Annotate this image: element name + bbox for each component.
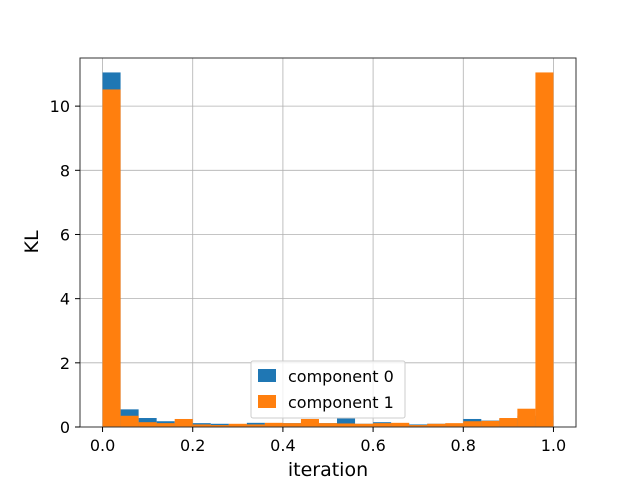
bar-component-1-bin-6 [210, 425, 229, 427]
x-tick-label: 0.6 [360, 436, 385, 455]
legend-frame [250, 360, 406, 419]
bar-component-1-bin-2 [138, 422, 157, 427]
bar-component-1-bin-14 [355, 423, 374, 427]
bar-component-1-bin-23 [517, 408, 536, 427]
legend: component 0 component 1 [250, 360, 406, 419]
y-tick-label: 6 [60, 225, 70, 244]
x-axis-label: iteration [288, 459, 368, 480]
bar-component-1-bin-22 [499, 418, 518, 427]
y-axis-label: KL [21, 230, 43, 253]
bar-component-1-bin-10 [282, 423, 301, 427]
bar-component-1-bin-12 [318, 423, 338, 427]
bar-component-1-bin-18 [427, 423, 446, 427]
x-tick-label: 0.8 [451, 436, 476, 455]
y-tick-label: 0 [60, 418, 70, 437]
bar-component-1-bin-24 [535, 72, 554, 427]
bar-component-1-bin-13 [337, 423, 356, 427]
bar-component-1-bin-16 [391, 422, 410, 427]
plot-frame [79, 57, 577, 428]
bar-component-1-bin-0 [102, 89, 121, 427]
legend-label-component-0: component 0 [288, 367, 394, 386]
bar-component-1-bin-8 [246, 424, 265, 427]
x-tick-label: 0.2 [180, 436, 205, 455]
legend-swatch-component-0 [258, 369, 276, 382]
ticks-layer: 0.0 0.2 0.4 0.6 0.8 1.0 0 2 4 6 8 10 [50, 97, 567, 455]
bar-component-1-bin-11 [300, 418, 319, 427]
bar-component-1-bin-19 [445, 423, 464, 427]
bar-component-1-bin-9 [264, 422, 283, 427]
legend-swatch-component-1 [258, 395, 276, 408]
bar-component-1-bin-20 [463, 421, 482, 427]
x-tick-label: 1.0 [541, 436, 566, 455]
y-tick-label: 4 [60, 290, 70, 309]
y-tick-label: 2 [60, 354, 70, 373]
bar-component-0-bin-13 [337, 418, 356, 427]
bars-layer [102, 72, 554, 427]
bar-component-1-bin-15 [373, 423, 392, 427]
x-tick-label: 0.4 [270, 436, 295, 455]
bar-component-1-bin-17 [409, 425, 428, 427]
bar-component-1-bin-1 [120, 415, 139, 427]
y-tick-label: 8 [60, 161, 70, 180]
bar-component-1-bin-21 [481, 420, 500, 427]
bar-component-1-bin-3 [156, 423, 175, 427]
legend-label-component-1: component 1 [288, 393, 394, 412]
bar-component-1-bin-5 [192, 424, 211, 427]
bar-component-1-bin-4 [174, 418, 193, 427]
y-tick-label: 10 [50, 97, 70, 116]
x-tick-label: 0.0 [90, 436, 115, 455]
bar-component-1-bin-7 [228, 423, 247, 427]
